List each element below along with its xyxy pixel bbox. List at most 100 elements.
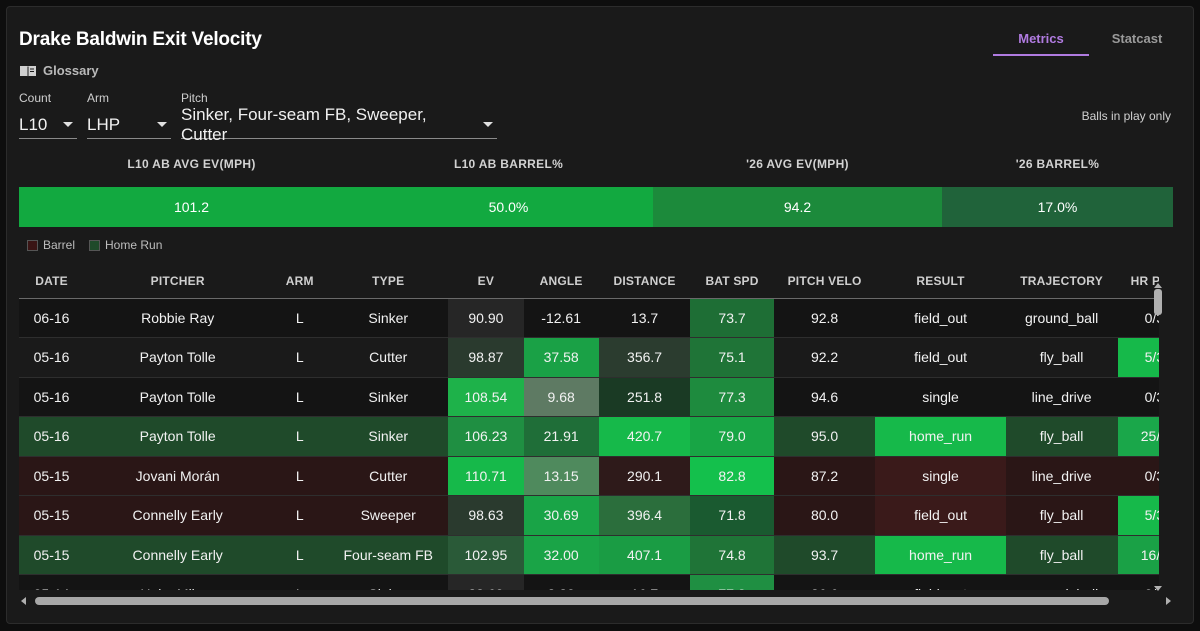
count-select[interactable]: L10 <box>19 111 77 139</box>
table-cell: 82.8 <box>690 456 774 496</box>
table-row[interactable]: 05-16 Payton Tolle L Cutter 98.87 37.58 356.7 7… <box>19 337 1159 378</box>
glossary-label: Glossary <box>43 63 99 78</box>
summary-label: '26 BARREL% <box>1015 157 1100 171</box>
table-row[interactable]: 05-14Huby MilnerLSinker83.608.8016.777.8… <box>19 574 1159 590</box>
column-header[interactable]: DATE <box>19 265 85 299</box>
table-cell: -12.61 <box>523 298 599 338</box>
table-cell: 92.8 <box>773 298 876 338</box>
column-header[interactable]: TYPE <box>328 265 449 299</box>
table-row[interactable]: 05-16 Payton Tolle L Sinker 106.23 21.91 420.7… <box>19 416 1159 457</box>
table-cell: 9.68 <box>523 377 599 417</box>
table-cell: 5/30 <box>1117 495 1159 536</box>
table-cell: fly_ball <box>1005 535 1118 575</box>
table-cell: Payton Tolle <box>84 337 272 378</box>
table-cell: 102.95 <box>448 535 524 575</box>
arm-value: LHP <box>87 114 121 134</box>
table-cell: 77.8 <box>690 574 774 590</box>
table-cell: L <box>271 337 329 378</box>
table-cell: 290.1 <box>598 456 691 496</box>
count-value: L10 <box>19 114 48 134</box>
scroll-right-icon[interactable] <box>1166 597 1171 605</box>
table-row[interactable]: 05-15 Connelly Early L Sweeper 98.63 30.69 396… <box>19 495 1159 536</box>
table-cell: Sinker <box>328 298 449 338</box>
table-row[interactable]: 06-16 Robbie Ray L Sinker 90.90 -12.61 13.7 73.… <box>19 298 1159 338</box>
table-header: DATE PITCHER ARM TYPE EV ANGLE DISTANCE BAT SPD… <box>19 265 1159 299</box>
pitch-select[interactable]: Sinker, Four-seam FB, Sweeper, Cutter <box>181 105 497 144</box>
table-cell: Connelly Early <box>84 495 272 536</box>
table-cell: Payton Tolle <box>84 416 272 457</box>
table-cell: 74.8 <box>690 535 774 575</box>
legend: Barrel Home Run <box>27 238 162 252</box>
scroll-down-icon[interactable] <box>1154 586 1162 591</box>
table-cell: single <box>875 456 1006 496</box>
scroll-up-icon[interactable] <box>1154 283 1162 288</box>
tab-metrics[interactable]: Metrics <box>993 31 1089 56</box>
table-cell: ground_ball <box>1005 574 1118 590</box>
table-cell: 98.87 <box>448 337 524 378</box>
table-row[interactable]: 05-15 Jovani Morán L Cutter 110.71 13.15 290.1… <box>19 456 1159 496</box>
table-cell: 80.0 <box>773 495 876 536</box>
pitch-label: Pitch <box>181 91 208 105</box>
table-cell: field_out <box>875 337 1006 378</box>
table-cell: L <box>271 535 329 575</box>
table-cell: 83.60 <box>448 574 524 590</box>
arm-select[interactable]: LHP <box>87 111 171 139</box>
summary-label: L10 AB AVG EV(MPH) <box>127 157 256 171</box>
table-container[interactable]: DATE PITCHER ARM TYPE EV ANGLE DISTANCE BAT SPD… <box>19 265 1159 590</box>
balls-in-play-label: Balls in play only <box>1081 109 1171 123</box>
table-cell: L <box>271 416 329 457</box>
table-cell: 06-16 <box>19 298 85 338</box>
table-cell: 71.8 <box>690 495 774 536</box>
column-header[interactable]: DISTANCE <box>598 265 691 299</box>
table-cell: fly_ball <box>1005 337 1118 378</box>
table-cell: 05-15 <box>19 495 85 536</box>
table-cell: 21.91 <box>523 416 599 457</box>
column-header[interactable]: HR PARK <box>1117 265 1159 299</box>
table-cell: 95.0 <box>773 416 876 457</box>
table-cell: Huby Milner <box>84 574 272 590</box>
table-cell: 108.54 <box>448 377 524 417</box>
vertical-scroll-thumb[interactable] <box>1154 289 1162 315</box>
table-cell: 5/30 <box>1117 337 1159 378</box>
count-filter: Count L10 <box>19 91 77 139</box>
horizontal-scroll-thumb[interactable] <box>35 597 1109 605</box>
column-header[interactable]: PITCH VELO <box>773 265 876 299</box>
table-cell: 0/30 <box>1117 574 1159 590</box>
summary-label: '26 AVG EV(MPH) <box>746 157 849 171</box>
glossary-link[interactable]: Glossary <box>19 63 99 78</box>
barrel-swatch <box>27 239 38 251</box>
column-header[interactable]: RESULT <box>875 265 1006 299</box>
table-cell: 16/30 <box>1117 535 1159 575</box>
table-cell: 93.7 <box>773 535 876 575</box>
table-row[interactable]: 05-15 Connelly Early L Four-seam FB 102.95 32… <box>19 535 1159 575</box>
table-cell: Cutter <box>328 337 449 378</box>
home-run-swatch <box>89 239 101 251</box>
table-cell: 16.7 <box>598 574 691 590</box>
legend-item-home-run: Home Run <box>89 238 162 252</box>
horizontal-scrollbar[interactable] <box>19 595 1173 605</box>
summary-labels: L10 AB AVG EV(MPH) L10 AB BARREL% '26 AV… <box>19 157 1173 171</box>
table-cell: 90.90 <box>448 298 524 338</box>
column-header[interactable]: ANGLE <box>523 265 599 299</box>
table-cell: 77.3 <box>690 377 774 417</box>
table-cell: Four-seam FB <box>328 535 449 575</box>
table-cell: line_drive <box>1005 456 1118 496</box>
table-cell: Sinker <box>328 416 449 457</box>
column-header[interactable]: BAT SPD <box>690 265 774 299</box>
legend-label: Barrel <box>43 238 76 252</box>
table-row[interactable]: 05-16 Payton Tolle L Sinker 108.54 9.68 251.8 7… <box>19 377 1159 417</box>
summary-value: 17.0% <box>942 187 1173 227</box>
column-header[interactable]: PITCHER <box>84 265 272 299</box>
column-header[interactable]: TRAJECTORY <box>1005 265 1118 299</box>
tab-statcast[interactable]: Statcast <box>1111 31 1163 46</box>
table-cell: fly_ball <box>1005 495 1118 536</box>
table-cell: 13.15 <box>523 456 599 496</box>
vertical-scrollbar[interactable] <box>1153 283 1163 591</box>
scroll-left-icon[interactable] <box>21 597 26 605</box>
column-header[interactable]: EV <box>448 265 524 299</box>
column-header[interactable]: ARM <box>271 265 329 299</box>
table-cell: 94.6 <box>773 377 876 417</box>
summary-values: 101.2 50.0% 94.2 17.0% <box>19 187 1173 227</box>
table-cell: Connelly Early <box>84 535 272 575</box>
table-cell: 13.7 <box>598 298 691 338</box>
